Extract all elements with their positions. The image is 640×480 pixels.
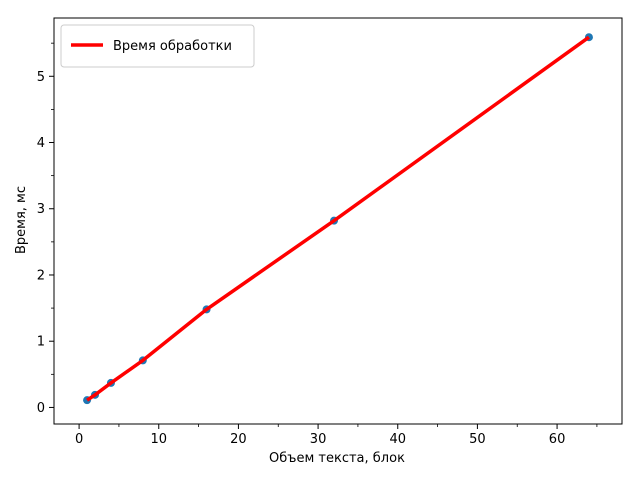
legend-entry-label: Время обработки — [113, 39, 232, 54]
y-tick-label: 5 — [37, 70, 45, 85]
ticks-layer: 0 10 20 30 40 50 60 0 1 2 3 4 5 — [37, 42, 598, 447]
legend: Время обработки — [60, 24, 255, 68]
x-axis-label: Объем текста, блок — [269, 451, 405, 466]
x-tick-label: 10 — [150, 432, 167, 447]
y-tick-label: 3 — [37, 202, 45, 217]
y-tick-label: 4 — [37, 136, 45, 151]
legend-box — [60, 24, 255, 68]
y-axis-label: Время, мс — [14, 186, 29, 254]
y-tick-label: 1 — [37, 335, 45, 350]
x-tick-label: 30 — [310, 432, 327, 447]
y-tick-label: 0 — [37, 401, 45, 416]
axes-spines — [53, 17, 623, 425]
x-tick-label: 60 — [549, 432, 566, 447]
x-tick-label: 0 — [75, 432, 83, 447]
axes-frame — [53, 17, 623, 425]
series-layer — [83, 33, 593, 405]
series-line — [86, 35, 590, 402]
x-tick-label: 40 — [389, 432, 406, 447]
x-tick-label: 50 — [469, 432, 486, 447]
x-tick-label: 20 — [230, 432, 247, 447]
y-tick-label: 2 — [37, 268, 45, 283]
